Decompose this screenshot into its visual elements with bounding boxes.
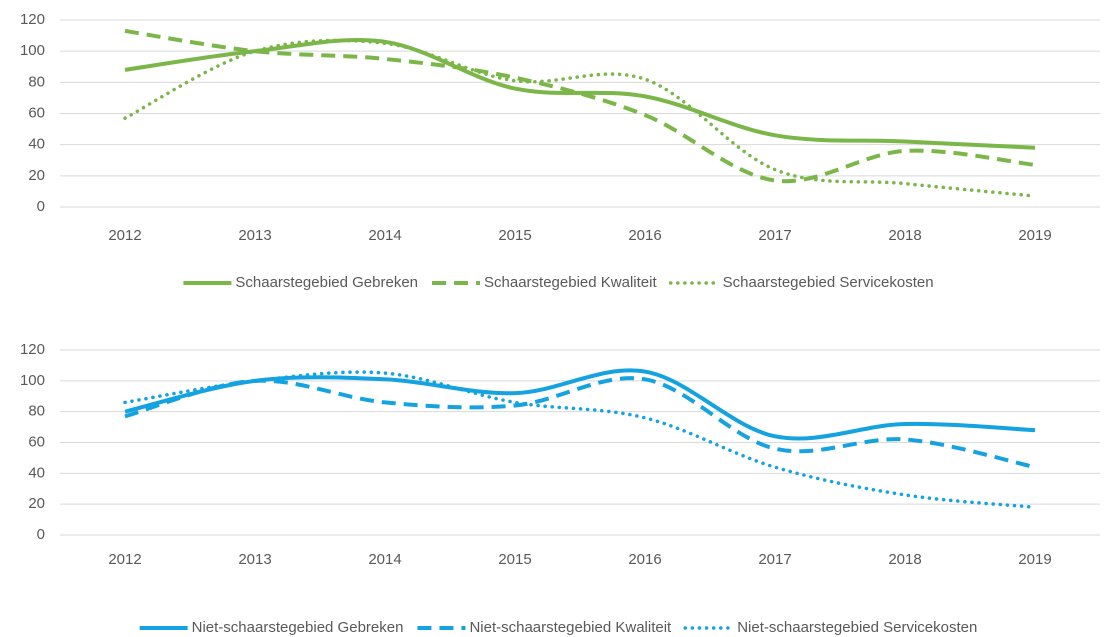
x-tick-label: 2016 [628,227,661,244]
y-tick-label: 0 [37,198,45,215]
x-tick-label: 2018 [888,551,921,568]
x-tick-label: 2016 [628,551,661,568]
legend-label: Niet-schaarstegebied Servicekosten [737,619,977,636]
y-tick-label: 120 [20,341,45,358]
legend-label: Schaarstegebied Gebreken [235,274,418,291]
series-line [124,28,1036,184]
y-tick-label: 100 [20,372,45,389]
y-tick-label: 80 [28,403,45,420]
y-tick-label: 60 [28,104,45,121]
y-tick-label: 20 [28,167,45,184]
x-tick-label: 2018 [888,227,921,244]
x-tick-label: 2012 [108,551,141,568]
x-tick-label: 2012 [108,227,141,244]
series-line [123,38,1037,198]
legend-label: Niet-schaarstegebied Kwaliteit [469,619,672,636]
x-tick-label: 2013 [238,551,271,568]
y-tick-label: 80 [28,73,45,90]
x-tick-label: 2013 [238,227,271,244]
y-tick-label: 100 [20,42,45,59]
x-tick-label: 2015 [498,227,531,244]
x-tick-label: 2019 [1018,551,1051,568]
y-tick-label: 40 [28,136,45,153]
series-line [124,376,1036,470]
series-line [124,37,1036,150]
x-tick-label: 2015 [498,551,531,568]
x-tick-label: 2014 [368,227,401,244]
y-tick-label: 120 [20,11,45,28]
legend-label: Schaarstegebied Servicekosten [723,274,934,291]
y-tick-label: 20 [28,495,45,512]
y-tick-label: 0 [37,526,45,543]
legend-label: Schaarstegebied Kwaliteit [484,274,657,291]
legend-label: Niet-schaarstegebied Gebreken [192,619,404,636]
y-tick-label: 40 [28,464,45,481]
x-tick-label: 2014 [368,551,401,568]
series-line [123,370,1037,509]
x-tick-label: 2017 [758,227,791,244]
x-tick-label: 2017 [758,551,791,568]
x-tick-label: 2019 [1018,227,1051,244]
y-tick-label: 60 [28,433,45,450]
